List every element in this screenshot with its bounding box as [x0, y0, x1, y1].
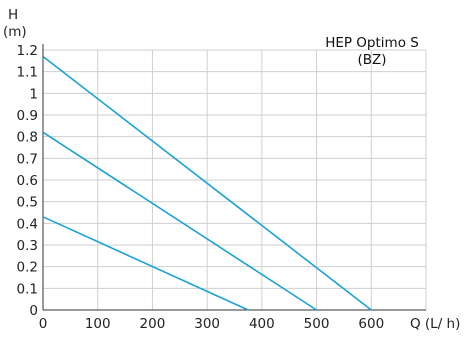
labels: H (m) Q (L/ h) HEP Optimo S (BZ) 0 0.1 0.2…	[3, 7, 460, 332]
y-tick-label: 0.3	[17, 238, 38, 254]
x-tick-label: 200	[140, 316, 166, 332]
grid	[43, 49, 427, 310]
y-tick-label: 1	[29, 86, 38, 102]
x-axis-title: Q (L/ h)	[410, 316, 460, 332]
x-tick-label: 400	[249, 316, 275, 332]
y-tick-label: 0	[29, 303, 38, 319]
y-tick-label: 0.2	[17, 260, 38, 276]
y-tick-label: 0.7	[17, 151, 38, 167]
y-axis-title-unit: (m)	[3, 24, 27, 40]
series-line-1	[42, 55, 372, 311]
chart-title-line2: (BZ)	[357, 52, 386, 68]
series-line-2	[42, 131, 318, 311]
series-group	[42, 55, 372, 311]
y-tick-label: 1.2	[17, 43, 38, 59]
y-tick-label: 0.5	[17, 195, 38, 211]
y-tick-label: 0.9	[17, 108, 38, 124]
y-axis-title-top: H	[8, 7, 18, 23]
y-tick-label: 1.1	[17, 65, 38, 81]
x-tick-label: 300	[194, 316, 220, 332]
y-tick-label: 0.1	[17, 281, 38, 297]
x-tick-label: 100	[85, 316, 111, 332]
series-line-3	[42, 216, 249, 311]
x-tick-label: 0	[39, 316, 48, 332]
y-tick-label: 0.4	[17, 216, 38, 232]
y-tick-label: 0.8	[17, 130, 38, 146]
axes	[42, 44, 426, 311]
x-tick-label: 600	[358, 316, 384, 332]
chart-title-line1: HEP Optimo S	[325, 35, 419, 51]
y-tick-label: 0.6	[17, 173, 38, 189]
x-tick-label: 500	[304, 316, 330, 332]
